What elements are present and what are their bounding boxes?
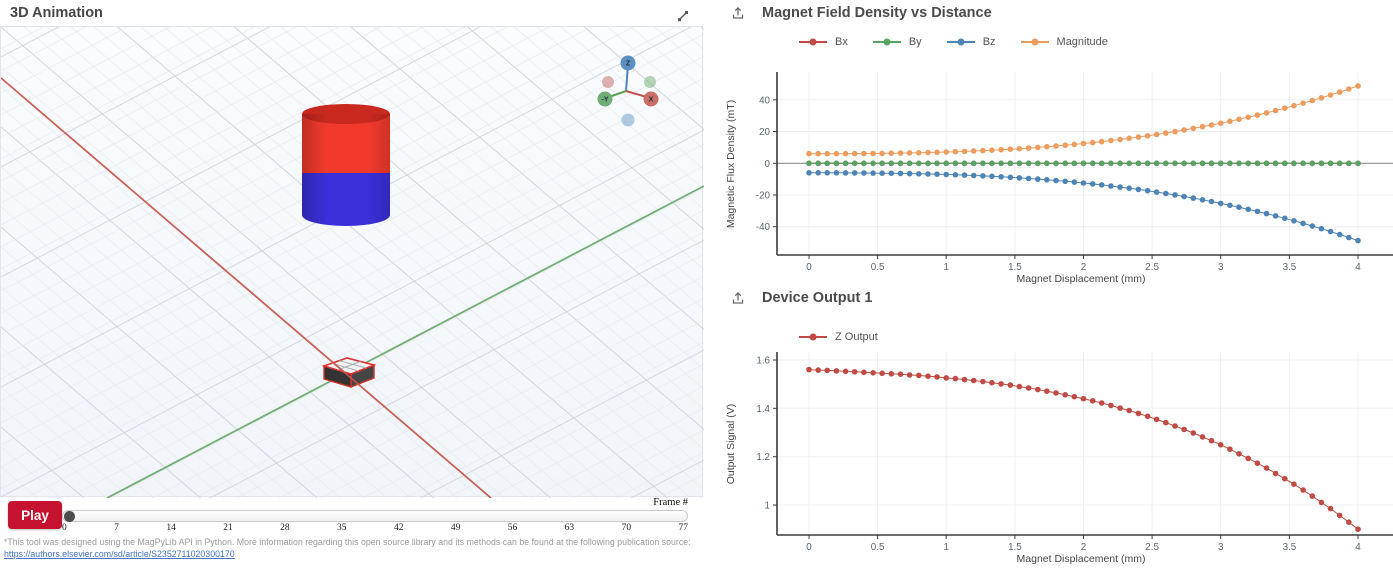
y-tick-label: -40	[756, 222, 771, 233]
neg-x-ghost-icon	[602, 76, 614, 88]
y-tick-label: 1.2	[756, 452, 770, 463]
3d-scene[interactable]: Z -Y X	[1, 27, 704, 498]
3d-viewport[interactable]: Z -Y X	[0, 26, 704, 498]
x-tick-label: 3	[1218, 542, 1224, 553]
frame-tick-row: 0 7 14 21 28 35 42 49 56 63 70 77	[62, 523, 688, 533]
y-tick-label: 1	[765, 501, 770, 512]
series-Magnitude	[806, 83, 1361, 157]
svg-text:-Y: -Y	[602, 97, 609, 104]
frame-tick-label: 7	[114, 523, 119, 533]
svg-text:X: X	[649, 97, 654, 104]
panel-title: 3D Animation	[10, 5, 103, 21]
device-output-plot[interactable]: 0 0.5 1 1.5 2 2.5 3 3.5 4 1 1.2 1.4 1.6 Magnet Displa…	[720, 285, 1393, 570]
x-tick-label: 0.5	[871, 542, 885, 553]
chart-legend: Z Output	[798, 331, 878, 343]
legend-label: Z Output	[835, 331, 878, 343]
series-Bz	[806, 170, 1361, 244]
y-tick-label: 0	[765, 159, 771, 170]
legend-label: By	[908, 36, 922, 48]
field-density-plot[interactable]: 0 0.5 1 1.5 2 2.5 3 3.5 4 -40 -20 0 20 40 Magnet Displ…	[720, 0, 1393, 285]
3d-panel-header: 3D Animation	[0, 0, 705, 26]
charts-panel: Magnet Field Density vs Distance Bx By Bz M…	[720, 0, 1393, 570]
legend-item-Z-Output[interactable]: Z Output	[798, 331, 878, 343]
svg-text:Z: Z	[626, 61, 631, 68]
series-By	[806, 160, 1361, 167]
frame-tick-label: 77	[678, 523, 688, 533]
3d-animation-panel: 3D Animation	[0, 0, 705, 559]
frame-tick-label: 21	[223, 523, 233, 533]
legend-item-By[interactable]: By	[872, 36, 922, 48]
x-tick-label: 0.5	[871, 262, 885, 273]
legend-marker-icon	[799, 38, 827, 46]
x-tick-label: 0	[806, 542, 812, 553]
frame-tick-label: 70	[621, 523, 632, 533]
frame-tick-label: 56	[507, 523, 518, 533]
neg-z-ghost-icon	[621, 113, 635, 127]
z-axis-icon	[620, 55, 636, 71]
x-axis-label: Magnet Displacement (mm)	[1017, 553, 1146, 565]
y-tick-label: 1.4	[756, 404, 770, 415]
series-Z-Output	[806, 366, 1361, 532]
neg-y-axis-icon	[597, 91, 613, 107]
y-tick-label: 40	[759, 95, 770, 106]
chart-title: Magnet Field Density vs Distance	[762, 5, 992, 21]
y-tick-label: 20	[759, 127, 770, 138]
y-axis-label: Output Signal (V)	[725, 404, 737, 485]
legend-marker-icon	[799, 333, 827, 341]
publication-link[interactable]: https://authors.elsevier.com/sd/article/…	[4, 549, 235, 559]
chart-title: Device Output 1	[762, 290, 873, 306]
legend-label: Bz	[982, 36, 996, 48]
x-tick-label: 2.5	[1145, 542, 1159, 553]
magnet-cylinder	[302, 104, 390, 226]
legend-item-Bz[interactable]: Bz	[946, 36, 996, 48]
x-tick-label: 1.5	[1008, 542, 1022, 553]
legend-marker-icon	[946, 38, 975, 46]
frame-slider-thumb[interactable]	[64, 511, 75, 522]
x-tick-label: 1	[943, 262, 948, 273]
x-tick-label: 2	[1081, 542, 1086, 553]
red-axis-line	[1, 77, 492, 498]
export-icon[interactable]	[731, 291, 745, 305]
x-tick-label: 1	[943, 542, 948, 553]
x-tick-label: 0	[806, 262, 812, 273]
export-icon[interactable]	[731, 6, 745, 20]
chart-legend: Bx By Bz Magnitude	[798, 36, 1108, 48]
frame-axis-label: Frame #	[653, 497, 688, 508]
frame-tick-label: 42	[393, 523, 404, 533]
play-button[interactable]: Play	[8, 501, 62, 529]
x-tick-label: 3	[1218, 262, 1224, 273]
frame-tick-label: 49	[450, 523, 461, 533]
y-tick-label: 1.6	[756, 356, 770, 367]
x-tick-label: 3.5	[1283, 262, 1297, 273]
frame-tick-label: 0	[62, 523, 67, 533]
footnote-text: *This tool was designed using the MagPyL…	[4, 537, 691, 547]
legend-item-Bx[interactable]: Bx	[798, 36, 848, 48]
x-tick-label: 3.5	[1283, 542, 1297, 553]
pos-y-ghost-icon	[644, 76, 656, 88]
frame-tick-label: 28	[280, 523, 290, 533]
green-axis-line	[106, 185, 704, 498]
frame-tick-label: 35	[337, 523, 347, 533]
legend-label: Magnitude	[1056, 36, 1108, 48]
y-tick-label: -20	[756, 191, 771, 202]
chart-device-output: Device Output 1 Z Output 0 0.5 1 1.5 2 2.5 3 3.…	[720, 285, 1393, 570]
frame-slider[interactable]	[62, 510, 688, 522]
x-tick-label: 1.5	[1008, 262, 1022, 273]
legend-label: Bx	[835, 36, 848, 48]
x-tick-label: 4	[1355, 542, 1361, 553]
y-axis-label: Magnetic Flux Density (mT)	[725, 100, 737, 228]
x-tick-label: 4	[1355, 262, 1361, 273]
x-axis-label: Magnet Displacement (mm)	[1017, 273, 1146, 285]
legend-marker-icon	[1020, 38, 1049, 46]
legend-item-Magnitude[interactable]: Magnitude	[1020, 36, 1108, 48]
frame-tick-label: 63	[564, 523, 575, 533]
x-tick-label: 2.5	[1145, 262, 1159, 273]
chart-field-density: Magnet Field Density vs Distance Bx By Bz M…	[720, 0, 1393, 285]
frame-tick-label: 14	[166, 523, 176, 533]
expand-icon[interactable]	[675, 8, 691, 24]
axis-triad: Z -Y X	[597, 55, 659, 127]
legend-marker-icon	[872, 38, 901, 46]
x-tick-label: 2	[1081, 262, 1086, 273]
x-axis-icon	[643, 91, 659, 107]
